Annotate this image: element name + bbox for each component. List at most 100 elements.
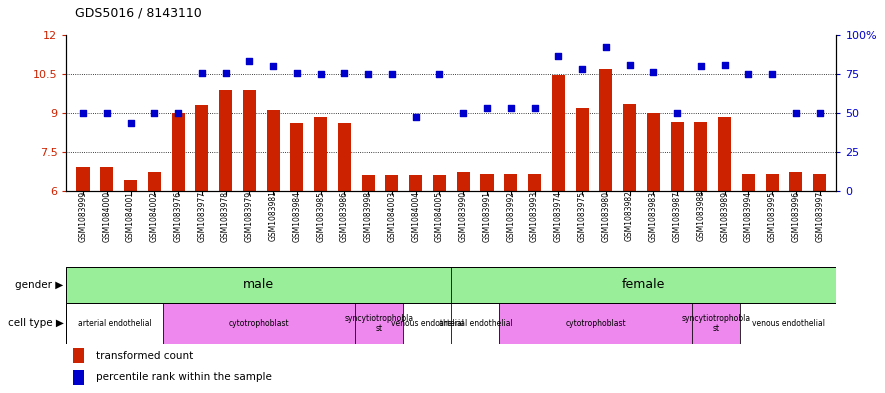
Point xyxy=(266,63,281,70)
Text: GSM1083998: GSM1083998 xyxy=(364,191,373,242)
Text: GSM1083997: GSM1083997 xyxy=(815,191,824,242)
Text: GSM1083991: GSM1083991 xyxy=(482,191,491,242)
Text: GSM1083999: GSM1083999 xyxy=(79,191,88,242)
Point xyxy=(76,110,90,116)
Bar xyxy=(100,167,113,191)
Bar xyxy=(451,303,499,344)
Text: GSM1083979: GSM1083979 xyxy=(245,191,254,242)
Bar xyxy=(124,180,137,191)
Point xyxy=(504,105,518,111)
Bar xyxy=(766,174,779,191)
Text: transformed count: transformed count xyxy=(96,351,193,361)
Bar xyxy=(73,370,84,384)
Bar xyxy=(718,117,731,191)
Bar xyxy=(740,303,836,344)
Bar xyxy=(789,173,803,191)
Bar xyxy=(76,167,89,191)
Point xyxy=(742,71,756,77)
Bar xyxy=(355,303,404,344)
Bar xyxy=(481,174,494,191)
Point xyxy=(409,114,423,120)
Point xyxy=(789,110,803,116)
Point xyxy=(718,62,732,68)
Bar xyxy=(647,113,660,191)
Text: GSM1083989: GSM1083989 xyxy=(720,191,729,242)
Bar xyxy=(266,110,280,191)
Point xyxy=(123,120,138,127)
Text: syncytiotrophobla
st: syncytiotrophobla st xyxy=(344,314,413,333)
Bar xyxy=(409,175,422,191)
Point xyxy=(812,110,827,116)
Point xyxy=(456,110,470,116)
Text: venous endothelial: venous endothelial xyxy=(391,319,464,328)
Text: GSM1084001: GSM1084001 xyxy=(126,191,135,242)
Text: GSM1083983: GSM1083983 xyxy=(649,191,658,242)
Text: GSM1083995: GSM1083995 xyxy=(767,191,777,242)
Text: GSM1083990: GSM1083990 xyxy=(458,191,468,242)
Bar xyxy=(599,69,612,191)
Point xyxy=(242,58,257,64)
Bar xyxy=(362,175,374,191)
Point xyxy=(622,62,636,68)
Bar xyxy=(338,123,351,191)
Point xyxy=(289,70,304,76)
Text: GSM1083986: GSM1083986 xyxy=(340,191,349,242)
Text: GSM1083975: GSM1083975 xyxy=(578,191,587,242)
Point xyxy=(575,66,589,72)
Text: arterial endothelial: arterial endothelial xyxy=(439,319,512,328)
Point xyxy=(361,71,375,77)
Bar xyxy=(404,303,451,344)
Text: GSM1083996: GSM1083996 xyxy=(791,191,800,242)
Text: GDS5016 / 8143110: GDS5016 / 8143110 xyxy=(75,7,202,20)
Bar xyxy=(551,75,565,191)
Text: gender ▶: gender ▶ xyxy=(15,280,64,290)
Bar xyxy=(695,122,707,191)
Text: GSM1083988: GSM1083988 xyxy=(696,191,705,241)
Bar xyxy=(196,105,208,191)
Bar xyxy=(242,90,256,191)
Text: GSM1083985: GSM1083985 xyxy=(316,191,325,242)
Point xyxy=(100,110,114,116)
Bar xyxy=(504,174,518,191)
Bar xyxy=(692,303,740,344)
Text: cytotrophoblast: cytotrophoblast xyxy=(566,319,626,328)
Text: GSM1083992: GSM1083992 xyxy=(506,191,515,242)
Bar xyxy=(385,175,398,191)
Bar xyxy=(73,349,84,363)
Bar xyxy=(66,303,163,344)
Text: GSM1083980: GSM1083980 xyxy=(601,191,611,242)
Bar xyxy=(575,108,589,191)
Bar xyxy=(219,90,232,191)
Point xyxy=(147,110,161,116)
Point xyxy=(385,71,399,77)
Bar xyxy=(172,113,185,191)
Bar xyxy=(314,117,327,191)
Point xyxy=(480,105,494,111)
Text: GSM1083987: GSM1083987 xyxy=(673,191,681,242)
Bar xyxy=(451,267,836,303)
Text: GSM1083984: GSM1083984 xyxy=(292,191,302,242)
Text: GSM1083978: GSM1083978 xyxy=(221,191,230,242)
Text: GSM1084000: GSM1084000 xyxy=(103,191,112,242)
Text: cell type ▶: cell type ▶ xyxy=(8,318,64,328)
Point xyxy=(694,63,708,70)
Bar xyxy=(528,174,541,191)
Bar xyxy=(163,303,355,344)
Text: GSM1083976: GSM1083976 xyxy=(173,191,182,242)
Bar xyxy=(433,175,446,191)
Point xyxy=(433,71,447,77)
Text: GSM1083974: GSM1083974 xyxy=(554,191,563,242)
Point xyxy=(599,44,613,50)
Point xyxy=(646,68,660,75)
Point xyxy=(313,71,327,77)
Text: GSM1084003: GSM1084003 xyxy=(388,191,396,242)
Text: GSM1084004: GSM1084004 xyxy=(412,191,420,242)
Text: arterial endothelial: arterial endothelial xyxy=(78,319,151,328)
Bar xyxy=(671,122,683,191)
Point xyxy=(670,110,684,116)
Bar xyxy=(623,104,636,191)
Point xyxy=(171,110,185,116)
Text: male: male xyxy=(243,278,274,292)
Point xyxy=(337,70,351,76)
Text: GSM1084005: GSM1084005 xyxy=(435,191,444,242)
